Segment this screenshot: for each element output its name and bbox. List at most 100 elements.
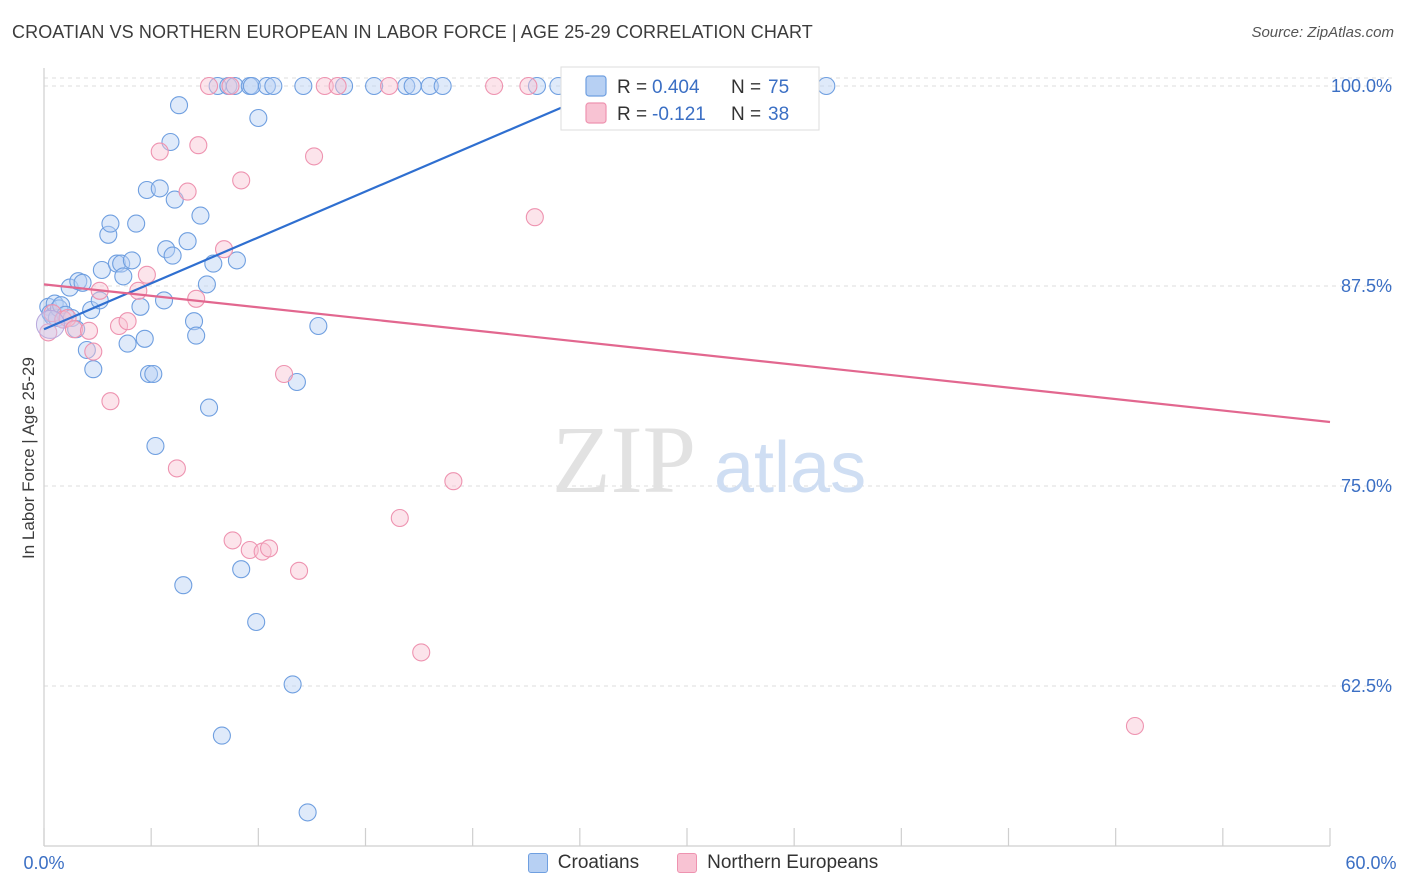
northern-europeans-point [64,320,84,339]
northern-europeans-swatch [677,853,698,873]
northern-europeans-point [223,531,242,550]
data-points [35,76,1145,822]
x-ticks [43,828,1331,846]
northern-europeans-point [1125,716,1145,736]
x-tick-label-min: 0.0% [23,853,64,873]
croatians-point [298,803,317,822]
croatians-point [197,275,216,294]
northern-europeans-point [390,508,409,528]
northern-europeans-point [232,171,251,190]
x-tick-label-max: 60.0% [1345,853,1396,873]
legend-item-croatians[interactable]: Croatians [527,852,640,874]
northern-europeans-point [275,364,294,384]
croatians-point [199,398,219,417]
chart-source: Source: ZipAtlas.com [1251,24,1394,41]
croatians-point [264,76,283,96]
northern-europeans-point [150,142,169,161]
croatians-point [283,675,302,694]
northern-europeans-point [412,643,431,662]
croatians-point [335,76,354,96]
northern-europeans-point [444,472,463,491]
croatians-swatch [527,853,548,873]
northern-europeans-point [137,265,156,284]
croatians-point [165,190,184,209]
croatians-point [187,326,206,345]
croatians-point [157,240,176,259]
y-tick-labels: 100.0% 87.5% 75.0% 62.5% [1331,76,1392,696]
croatians-point [309,316,328,336]
croatians-point [249,108,268,128]
northern-europeans-point [525,208,544,227]
watermark: ZIP atlas [552,406,866,513]
legend-swatch-northern-europeans [585,102,607,124]
croatians-point [247,612,266,632]
legend-n-label-1: N = [731,104,761,125]
legend-r-value-1: -0.121 [652,104,706,125]
watermark-atlas: atlas [714,428,866,508]
series-legend: Croatians Northern Europeans [0,852,1406,874]
croatians-point [84,360,103,379]
croatians-point [150,179,169,198]
y-axis-title: In Labor Force | Age 25-29 [19,357,38,559]
croatians-point [131,297,150,316]
croatians-point [92,260,111,280]
northern-europeans-point [109,316,129,336]
northern-europeans-point [118,312,137,331]
legend-swatch-croatians [585,75,607,97]
northern-europeans-point [189,136,208,155]
croatians-point [287,372,306,392]
y-tick-label: 75.0% [1341,476,1392,496]
croatians-point [184,312,204,331]
croatians-point [420,76,439,96]
northern-europeans-point [328,76,347,96]
legend-label-croatians: Croatians [557,852,640,873]
northern-europeans-point [305,147,324,166]
legend-r-value-0: 0.404 [652,77,700,98]
y-tick-label: 100.0% [1331,76,1392,96]
croatians-point [433,76,452,96]
northern-europeans-point [290,561,309,580]
croatians-point [114,267,133,286]
croatians-point [174,576,193,595]
northern-europeans-point [485,76,504,96]
croatians-point [232,560,251,579]
croatians-point [135,329,154,348]
stats-legend: R = 0.404 N = 75 R = -0.121 N = 38 [560,66,820,131]
croatians-point [169,96,189,115]
northern-europeans-point [187,289,206,308]
croatians-point [127,214,146,233]
y-tick-label: 87.5% [1341,276,1392,296]
chart-title: CROATIAN VS NORTHERN EUROPEAN IN LABOR F… [12,22,813,42]
croatians-point [227,251,246,270]
croatians-point [139,364,159,384]
croatians-point [122,251,141,270]
y-tick-label: 62.5% [1341,676,1392,696]
northern-europeans-point [79,321,99,340]
grid-lines [44,77,1392,687]
croatians-point [154,291,174,310]
croatians-point [118,334,137,353]
legend-n-value-0: 75 [768,77,789,98]
croatians-point [365,76,384,96]
northern-europeans-point [221,76,240,96]
croatians-point [191,206,210,225]
northern-europeans-point [380,76,399,96]
croatians-point [77,340,96,360]
croatians-point [257,76,276,96]
croatians-point [242,76,261,96]
croatians-point [144,364,163,384]
northern-europeans-point [199,76,219,96]
croatians-point [817,76,836,96]
trend-lines [43,84,1331,424]
croatians-point [178,232,197,251]
watermark-zip: ZIP [552,406,696,513]
croatians-point [163,246,182,265]
northern-europeans-point [167,459,186,478]
croatians-point [99,225,118,244]
northern-europeans-trend-line [43,283,1331,424]
legend-r-label-1: R = [617,104,647,125]
legend-item-northern-europeans[interactable]: Northern Europeans [677,852,878,874]
northern-europeans-point [178,182,197,201]
legend-n-value-1: 38 [768,104,789,125]
